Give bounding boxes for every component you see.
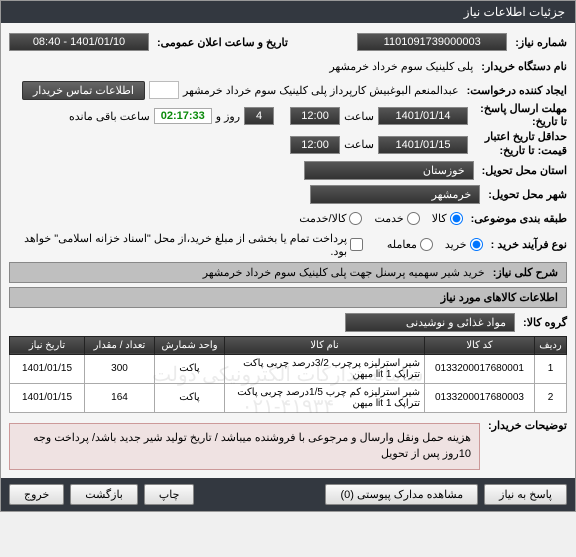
validity-date: 1401/01/15: [378, 136, 468, 154]
announce-label: تاریخ و ساعت اعلان عمومی:: [153, 36, 288, 49]
creator-extra-box: [149, 81, 179, 99]
cell-unit: پاکت: [155, 354, 225, 383]
need-no-value: 1101091739000003: [357, 33, 507, 51]
table-row[interactable]: 1 0133200017680001 شیر استرلیزه پرچرب 3/…: [10, 354, 567, 383]
attachments-button[interactable]: مشاهده مدارک پیوستی (0): [325, 484, 478, 505]
cell-date: 1401/01/15: [10, 383, 85, 412]
cell-code: 0133200017680001: [425, 354, 535, 383]
time-label-1: ساعت: [344, 110, 374, 123]
treasury-checkbox-item[interactable]: پرداخت تمام یا بخشی از مبلغ خرید،از محل …: [9, 232, 363, 258]
buyer-desc-box: هزینه حمل ونقل وارسال و مرجوعی با فروشند…: [9, 423, 480, 470]
radio-deal[interactable]: معامله: [387, 238, 433, 251]
radio-service-input[interactable]: [407, 212, 420, 225]
exit-button[interactable]: خروج: [9, 484, 64, 505]
table-area: سامانه تدارکات الکترونیکی دولت ۰۲۱-۴۱۹۳۴…: [9, 336, 567, 413]
creator-value: عبدالمنعم البوغبیش کارپرداز پلی کلینیک س…: [183, 84, 459, 97]
cell-qty: 300: [85, 354, 155, 383]
buyer-label: نام دستگاه خریدار:: [477, 60, 567, 73]
radio-goods-input[interactable]: [450, 212, 463, 225]
radio-service[interactable]: خدمت: [374, 212, 419, 225]
radio-goods-label: کالا: [432, 212, 447, 225]
radio-service-label: خدمت: [374, 212, 403, 225]
radio-goods-service-label: کالا/خدمت: [299, 212, 346, 225]
radio-purchase-label: خرید: [445, 238, 467, 251]
window-title: جزئیات اطلاعات نیاز: [464, 5, 565, 19]
th-code: کد کالا: [425, 336, 535, 354]
title-bar: جزئیات اطلاعات نیاز: [1, 1, 575, 23]
need-details-window: جزئیات اطلاعات نیاز شماره نیاز: 11010917…: [0, 0, 576, 512]
radio-goods[interactable]: کالا: [432, 212, 463, 225]
city-label: شهر محل تحویل:: [484, 188, 567, 201]
province-value: خوزستان: [304, 161, 474, 180]
group-value: مواد غذائی و نوشیدنی: [345, 313, 515, 332]
validity-label: حداقل تاریخ اعتبار قیمت: تا تاریخ:: [472, 131, 567, 157]
th-unit: واحد شمارش: [155, 336, 225, 354]
reply-button[interactable]: پاسخ به نیاز: [484, 484, 567, 505]
radio-goods-service[interactable]: کالا/خدمت: [299, 212, 362, 225]
th-date: تاریخ نیاز: [10, 336, 85, 354]
group-label: گروه کالا:: [519, 316, 567, 329]
time-label-2: ساعت: [344, 138, 374, 151]
cell-n: 2: [535, 383, 567, 412]
treasury-checkbox[interactable]: [350, 238, 363, 251]
summary-bar: شرح کلی نیاز: خرید شیر سهمیه پرسنل جهت پ…: [9, 262, 567, 283]
summary-label: شرح کلی نیاز:: [493, 266, 558, 279]
th-qty: تعداد / مقدار: [85, 336, 155, 354]
province-label: استان محل تحویل:: [478, 164, 567, 177]
cell-code: 0133200017680003: [425, 383, 535, 412]
city-value: خرمشهر: [310, 185, 480, 204]
announce-value: 1401/01/10 - 08:40: [9, 33, 149, 51]
treasury-note: پرداخت تمام یا بخشی از مبلغ خرید،از محل …: [9, 232, 347, 258]
creator-label: ایجاد کننده درخواست:: [463, 84, 567, 97]
items-table: ردیف کد کالا نام کالا واحد شمارش تعداد /…: [9, 336, 567, 413]
validity-time: 12:00: [290, 136, 340, 154]
process-radio-group: خرید معامله: [387, 238, 483, 251]
days-label: روز و: [216, 110, 240, 123]
buyer-value: پلی کلینیک سوم خرداد خرمشهر: [329, 60, 473, 73]
contact-info-button[interactable]: اطلاعات تماس خریدار: [22, 81, 145, 100]
remaining-time: 02:17:33: [154, 108, 212, 124]
cell-unit: پاکت: [155, 383, 225, 412]
buyer-desc-label: توضیحات خریدار:: [484, 419, 567, 432]
radio-goods-service-input[interactable]: [349, 212, 362, 225]
cell-name: شیر استرلیزه کم چرب 1/5درصد چربی پاکت تت…: [225, 383, 425, 412]
cell-qty: 164: [85, 383, 155, 412]
th-row: ردیف: [535, 336, 567, 354]
need-no-label: شماره نیاز:: [511, 36, 567, 49]
category-radio-group: کالا خدمت کالا/خدمت: [299, 212, 462, 225]
radio-deal-label: معامله: [387, 238, 417, 251]
remain-label: ساعت باقی مانده: [69, 110, 150, 123]
summary-value: خرید شیر سهمیه پرسنل جهت پلی کلینیک سوم …: [203, 266, 485, 279]
th-name: نام کالا: [225, 336, 425, 354]
cell-date: 1401/01/15: [10, 354, 85, 383]
deadline-label: مهلت ارسال پاسخ: تا تاریخ:: [472, 103, 567, 129]
back-button[interactable]: بازگشت: [70, 484, 138, 505]
category-label: طبقه بندی موضوعی:: [467, 212, 567, 225]
radio-purchase-input[interactable]: [470, 238, 483, 251]
content-area: شماره نیاز: 1101091739000003 تاریخ و ساع…: [1, 23, 575, 478]
deadline-date: 1401/01/14: [378, 107, 468, 125]
cell-name: شیر استرلیزه پرچرب 3/2درصد چربی پاکت تتر…: [225, 354, 425, 383]
deadline-time: 12:00: [290, 107, 340, 125]
cell-n: 1: [535, 354, 567, 383]
button-bar: پاسخ به نیاز مشاهده مدارک پیوستی (0) چاپ…: [1, 478, 575, 511]
days-value: 4: [244, 107, 274, 125]
process-label: نوع فرآیند خرید :: [487, 238, 567, 251]
print-button[interactable]: چاپ: [144, 484, 195, 505]
table-row[interactable]: 2 0133200017680003 شیر استرلیزه کم چرب 1…: [10, 383, 567, 412]
radio-deal-input[interactable]: [420, 238, 433, 251]
items-section-header: اطلاعات کالاهای مورد نیاز: [9, 287, 567, 308]
radio-purchase[interactable]: خرید: [445, 238, 483, 251]
